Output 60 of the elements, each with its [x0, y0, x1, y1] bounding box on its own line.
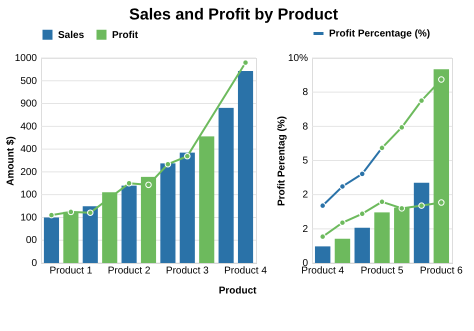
bar	[122, 186, 137, 263]
point	[87, 209, 94, 216]
legend-label: Sales	[58, 30, 85, 41]
x-tick-label: Product 4	[224, 266, 268, 276]
point	[184, 152, 191, 160]
text: 100	[20, 212, 38, 224]
point	[319, 233, 326, 240]
bar	[160, 163, 176, 263]
point	[48, 212, 55, 218]
text: 00	[26, 235, 38, 246]
bar	[238, 71, 254, 263]
bar	[334, 238, 350, 263]
text: 500	[20, 76, 38, 87]
point	[339, 183, 346, 190]
point	[378, 198, 386, 206]
legend-label: Profit Percentage (%)	[329, 28, 430, 40]
x-axis-title: Product	[218, 286, 258, 296]
text: 8	[302, 87, 308, 98]
x-tick-label: Product 2	[108, 266, 151, 276]
text: 400	[20, 121, 38, 132]
x-tick-label: Product 5	[360, 266, 404, 276]
text: 100	[20, 190, 38, 201]
text: 0	[31, 258, 38, 269]
bar	[354, 228, 370, 263]
point	[242, 59, 249, 66]
legend-label: Profit	[112, 30, 139, 41]
text: 8	[302, 121, 308, 132]
bar	[218, 108, 234, 263]
text: 2	[302, 224, 308, 235]
text: 400	[20, 144, 38, 156]
point	[319, 202, 326, 209]
text: 5	[302, 156, 308, 166]
bar	[82, 206, 98, 263]
point	[418, 202, 425, 209]
point	[126, 180, 132, 186]
bar	[414, 182, 430, 263]
point	[398, 124, 406, 131]
point	[438, 199, 445, 206]
bar	[180, 152, 195, 263]
text: 900	[20, 98, 38, 110]
bar	[314, 246, 330, 263]
point	[398, 205, 406, 212]
bar	[374, 212, 390, 263]
y-axis-title: Profit Perentag (%)	[276, 116, 288, 206]
bar	[44, 218, 60, 263]
y-axis-title: Amount $)	[6, 136, 16, 186]
text: 200	[20, 166, 38, 178]
point	[418, 97, 425, 104]
point	[358, 170, 366, 178]
x-tick-label: Product 1	[49, 266, 93, 276]
point	[68, 208, 74, 216]
point	[438, 76, 445, 83]
x-tick-label: Product 3	[166, 266, 210, 276]
x-tick-label: Product 6	[420, 266, 464, 276]
text: 2	[302, 190, 308, 201]
text: 1000	[14, 53, 38, 64]
point	[145, 182, 152, 188]
text: 10%	[288, 53, 308, 64]
x-tick-label: Product 4	[301, 266, 345, 276]
chart-title: Sales and Profit by Product	[129, 6, 339, 24]
